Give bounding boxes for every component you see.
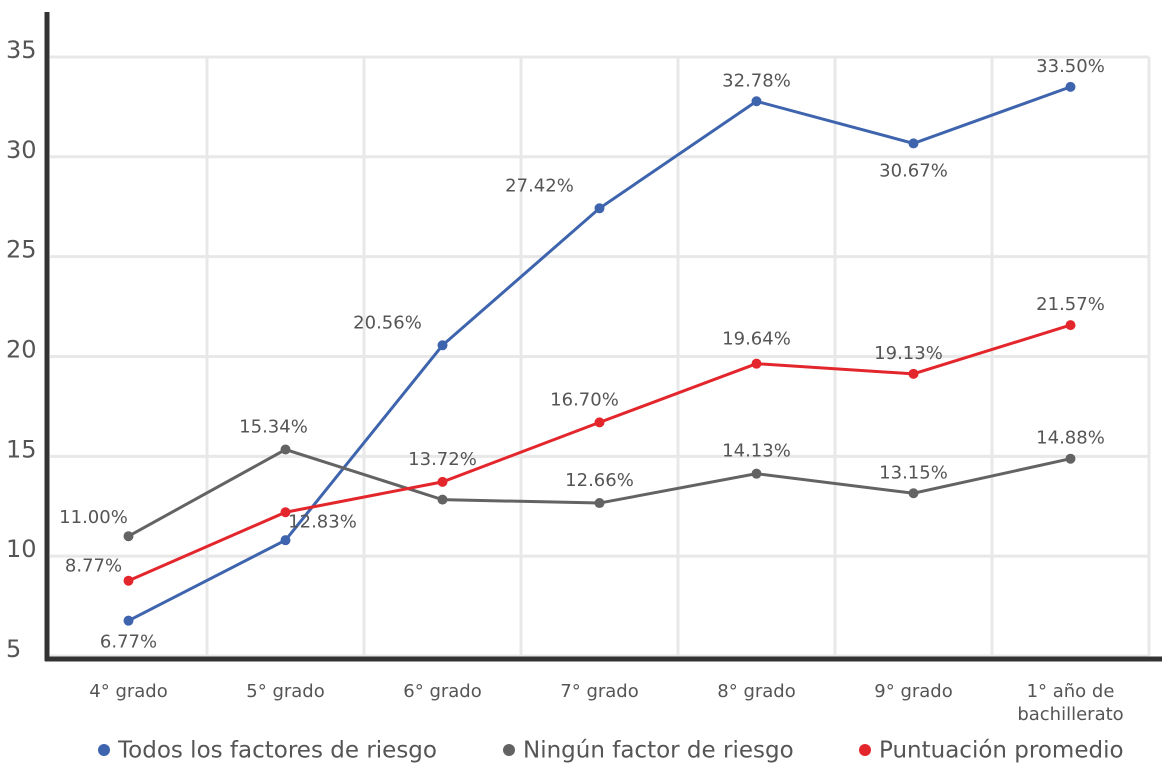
data-label: 11.00%	[59, 507, 128, 528]
data-label: 19.64%	[722, 329, 791, 350]
data-label: 12.83%	[288, 512, 357, 533]
legend-label: Todos los factores de riesgo	[117, 738, 437, 764]
legend-label: Puntuación promedio	[879, 738, 1124, 764]
y-tick-label: 20	[6, 335, 37, 363]
y-tick-label: 10	[6, 535, 37, 563]
legend-marker	[98, 744, 110, 756]
point	[437, 494, 448, 505]
point	[908, 488, 919, 499]
legend-label: Ningún factor de riesgo	[523, 738, 794, 764]
legend-marker	[503, 744, 515, 756]
point	[1065, 320, 1076, 331]
point	[594, 417, 605, 428]
point	[123, 531, 134, 542]
data-label: 8.77%	[65, 556, 122, 577]
point	[751, 96, 762, 107]
y-tick-label: 25	[6, 236, 37, 264]
point	[1065, 81, 1076, 92]
point	[123, 575, 134, 586]
point	[123, 615, 134, 626]
point	[1065, 453, 1076, 464]
data-label: 16.70%	[550, 389, 619, 410]
point	[751, 358, 762, 369]
data-label: 13.15%	[879, 462, 948, 483]
data-label: 32.78%	[722, 70, 791, 91]
point	[280, 444, 291, 455]
point	[751, 468, 762, 479]
x-tick-label: 8° grado	[717, 681, 796, 702]
data-label: 30.67%	[879, 160, 948, 181]
data-label: 33.50%	[1036, 56, 1105, 77]
point	[280, 507, 291, 518]
x-tick-label: 4° grado	[89, 681, 168, 702]
point	[437, 476, 448, 487]
point	[908, 138, 919, 149]
data-label: 14.88%	[1036, 428, 1105, 449]
data-label: 15.34%	[239, 417, 308, 438]
x-tick-label: 7° grado	[560, 681, 639, 702]
data-label: 13.72%	[408, 449, 477, 470]
point	[594, 498, 605, 509]
y-tick-label: 5	[6, 635, 21, 663]
legend-marker	[859, 744, 871, 756]
y-tick-label: 30	[6, 136, 37, 164]
data-label: 27.42%	[505, 175, 574, 196]
point	[594, 203, 605, 214]
data-label: 6.77%	[100, 632, 157, 653]
data-label: 14.13%	[722, 441, 791, 462]
x-tick-label: 1° año de bachillerato	[1017, 681, 1124, 725]
point	[437, 340, 448, 351]
data-label: 21.57%	[1036, 294, 1105, 315]
point	[908, 368, 919, 379]
data-label: 19.13%	[874, 343, 943, 364]
y-tick-label: 35	[6, 36, 37, 64]
y-tick-label: 15	[6, 435, 37, 463]
x-tick-label: 5° grado	[246, 681, 325, 702]
data-label: 12.66%	[565, 470, 634, 491]
data-label: 20.56%	[353, 312, 422, 333]
x-tick-label: 9° grado	[874, 681, 953, 702]
x-tick-label: 6° grado	[403, 681, 482, 702]
point	[280, 535, 291, 546]
